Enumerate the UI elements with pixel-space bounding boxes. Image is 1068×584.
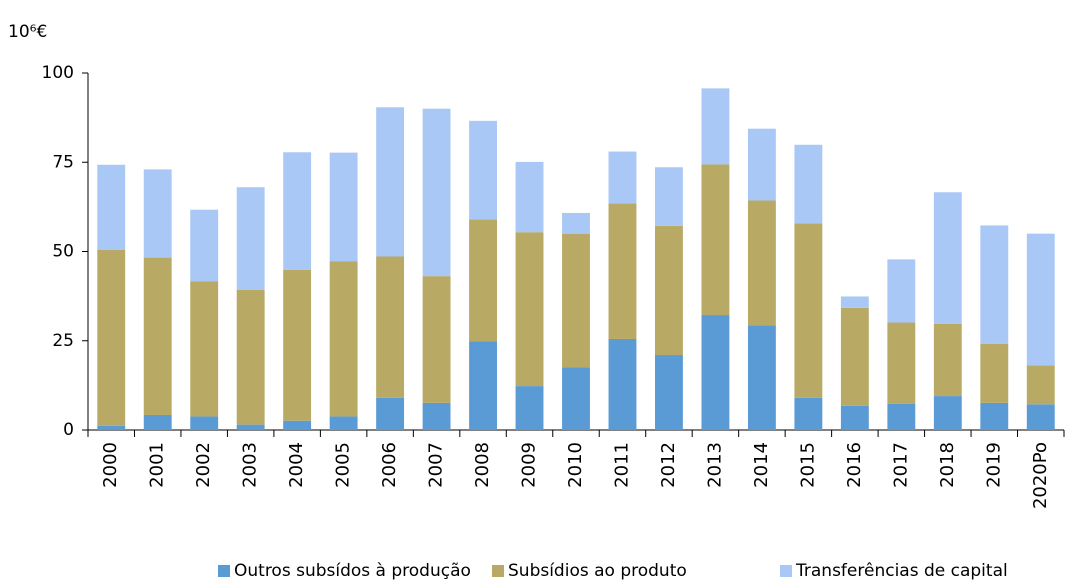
bar: [562, 233, 590, 368]
x-tick-label: 2003: [240, 442, 261, 488]
bar: [794, 397, 823, 430]
legend-swatch: [492, 565, 504, 577]
bar: [747, 200, 776, 326]
bar: [236, 289, 265, 425]
bar: [143, 169, 172, 258]
bar: [1026, 233, 1055, 366]
bar: [562, 367, 590, 430]
bar: [469, 219, 497, 342]
x-tick-label: 2007: [426, 442, 447, 488]
bar: [794, 144, 823, 224]
bar: [655, 167, 683, 226]
bar: [469, 120, 497, 220]
bar: [190, 281, 219, 417]
x-tick-label: 2009: [519, 442, 540, 488]
x-tick-label: 2012: [658, 442, 679, 488]
y-tick-label: 50: [52, 242, 74, 262]
bar: [97, 249, 126, 426]
legend-swatch: [780, 565, 792, 577]
x-tick-label: 2015: [797, 442, 818, 488]
bar: [190, 209, 219, 282]
x-tick-label: 2002: [193, 442, 214, 488]
bar: [143, 415, 172, 430]
bar: [97, 164, 126, 250]
bar: [376, 397, 405, 430]
bar: [422, 276, 451, 403]
bar: [701, 88, 730, 165]
y-tick-label: 75: [52, 152, 74, 172]
bar: [1026, 404, 1055, 430]
x-tick-label: 2008: [472, 442, 493, 488]
legend-swatch: [218, 565, 230, 577]
y-tick-label: 0: [63, 420, 74, 440]
legend-label: Outros subsídos à produção: [234, 561, 471, 580]
bar: [236, 424, 265, 430]
x-tick-label: 2019: [983, 442, 1004, 488]
bar: [794, 223, 823, 398]
y-tick-label: 25: [52, 331, 74, 351]
bar: [980, 402, 1009, 430]
x-tick-label: 2005: [333, 442, 354, 488]
bar: [190, 416, 219, 430]
bar: [840, 307, 869, 406]
bar: [469, 341, 497, 430]
bar: [933, 192, 962, 324]
bar: [840, 405, 869, 430]
x-tick-label: 2014: [751, 442, 772, 488]
x-tick-label: 2006: [379, 442, 400, 488]
bar: [376, 256, 405, 398]
bar: [608, 203, 637, 339]
x-tick-label: 2018: [937, 442, 958, 488]
x-tick-label: 2010: [565, 442, 586, 488]
bar: [933, 323, 962, 397]
bar: [422, 108, 451, 277]
bar: [701, 164, 730, 316]
bar: [283, 420, 312, 430]
bar: [329, 152, 358, 262]
bar: [840, 296, 869, 308]
bar: [980, 343, 1009, 403]
bar: [887, 322, 916, 404]
bar: [515, 161, 544, 233]
bar: [655, 225, 683, 356]
bar: [933, 396, 962, 430]
bar: [655, 355, 683, 430]
x-tick-label: 2000: [100, 442, 121, 488]
bar: [747, 325, 776, 430]
bar: [887, 403, 916, 430]
bar: [283, 269, 312, 421]
bar: [608, 338, 637, 430]
bar: [980, 225, 1009, 344]
bar: [701, 315, 730, 430]
y-tick-label: 100: [42, 63, 74, 83]
legend-label: Transferências de capital: [795, 561, 1008, 580]
bar: [515, 386, 544, 430]
bar: [376, 107, 405, 257]
bar: [562, 212, 590, 234]
bar: [143, 257, 172, 416]
bar: [97, 425, 126, 430]
bar: [515, 232, 544, 387]
x-tick-label: 2011: [611, 442, 632, 488]
legend-label: Subsídios ao produto: [508, 561, 687, 580]
x-tick-label: 2016: [844, 442, 865, 488]
bar: [608, 151, 637, 204]
unit-label: 10⁶€: [8, 22, 47, 42]
bar: [283, 152, 312, 270]
x-tick-label: 2004: [286, 442, 307, 488]
bar: [329, 261, 358, 417]
bar: [422, 402, 451, 430]
bar: [747, 128, 776, 201]
bar: [887, 259, 916, 323]
bar: [236, 187, 265, 290]
x-tick-label: 2001: [147, 442, 168, 488]
bar: [1026, 365, 1055, 405]
bar: [329, 416, 358, 430]
x-tick-label: 2013: [704, 442, 725, 488]
x-tick-label: 2020Po: [1030, 442, 1051, 509]
x-tick-label: 2017: [890, 442, 911, 488]
